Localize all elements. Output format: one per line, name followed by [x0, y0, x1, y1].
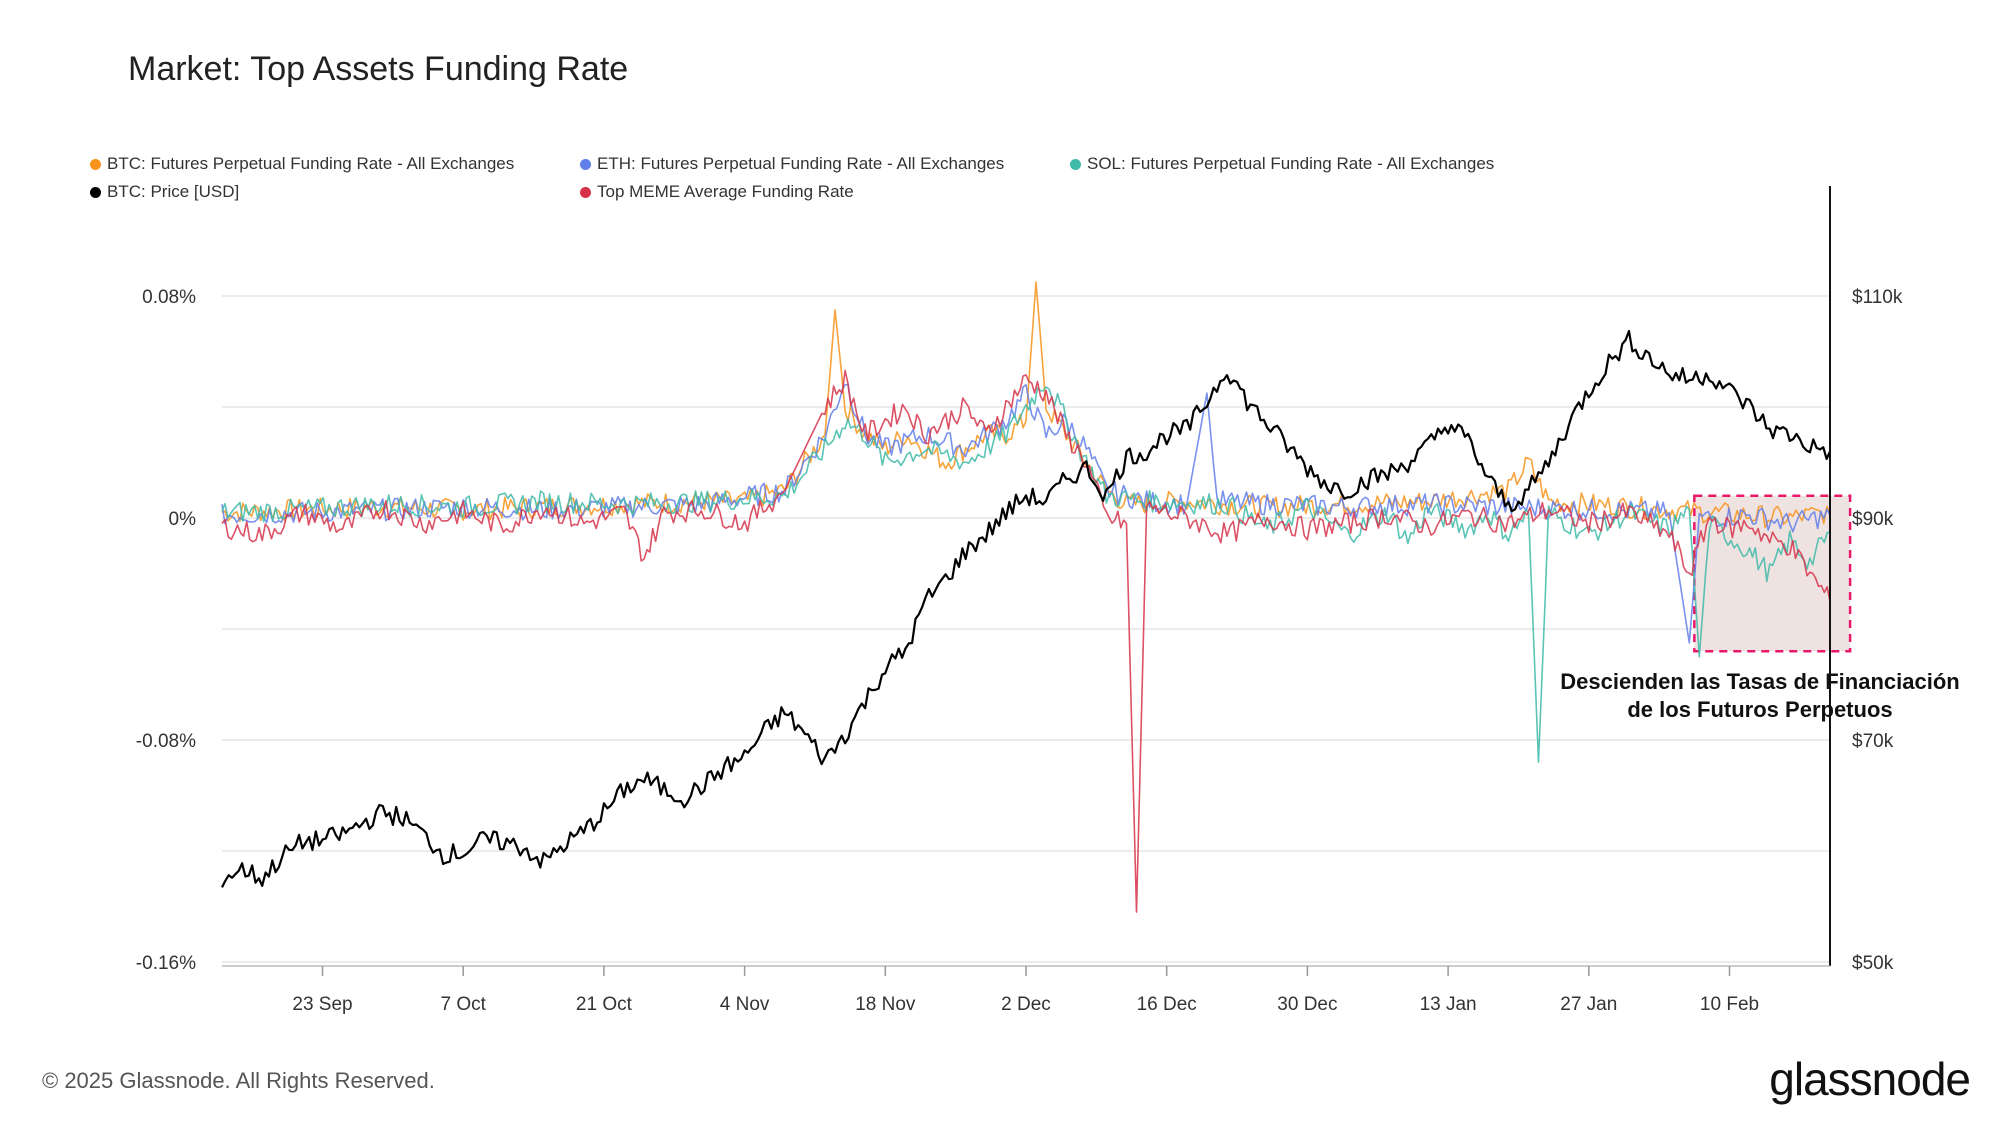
x-tick-label: 30 Dec	[1277, 994, 1337, 1015]
right-axis: $110k $90k $70k $50k	[1852, 287, 1903, 974]
legend-label: SOL: Futures Perpetual Funding Rate - Al…	[1087, 154, 1495, 173]
glassnode-logo: glassnode	[1769, 1053, 1971, 1105]
annotation: Descienden las Tasas de Financiación de …	[1500, 668, 2000, 724]
right-tick-label: $90k	[1852, 509, 1894, 530]
annotation-line-1: Descienden las Tasas de Financiación	[1560, 669, 1960, 694]
x-tick-label: 27 Jan	[1560, 994, 1617, 1015]
legend-item-eth-funding[interactable]: ETH: Futures Perpetual Funding Rate - Al…	[580, 154, 1004, 174]
legend-item-meme-funding[interactable]: Top MEME Average Funding Rate	[580, 182, 854, 202]
legend-label: ETH: Futures Perpetual Funding Rate - Al…	[597, 154, 1005, 173]
legend-dot-icon	[580, 158, 591, 170]
x-tick-label: 16 Dec	[1137, 994, 1197, 1015]
legend-dot-icon	[90, 158, 101, 170]
legend-label: BTC: Futures Perpetual Funding Rate - Al…	[107, 154, 515, 173]
x-tick-label: 21 Oct	[576, 994, 633, 1015]
left-tick-label: 0.08%	[142, 287, 196, 308]
right-tick-label: $110k	[1852, 287, 1903, 308]
right-tick-label: $70k	[1852, 731, 1894, 752]
x-tick-label: 2 Dec	[1001, 994, 1051, 1015]
legend-label: BTC: Price [USD]	[107, 182, 240, 201]
x-tick-label: 13 Jan	[1420, 994, 1477, 1015]
series-group	[221, 281, 1832, 913]
legend-item-sol-funding[interactable]: SOL: Futures Perpetual Funding Rate - Al…	[1070, 154, 1494, 174]
grid-lines	[222, 295, 1830, 963]
right-tick-label: $50k	[1852, 953, 1894, 974]
legend-item-btc-price[interactable]: BTC: Price [USD]	[90, 182, 239, 202]
chart-title: Market: Top Assets Funding Rate	[128, 50, 629, 88]
x-axis: 23 Sep 7 Oct 21 Oct 4 Nov 18 Nov 2 Dec 16 Dec 3…	[222, 965, 1830, 1015]
x-tick-label: 18 Nov	[855, 994, 916, 1015]
left-tick-label: 0%	[169, 509, 197, 530]
legend-dot-icon	[580, 186, 591, 198]
x-tick-label: 4 Nov	[720, 994, 770, 1015]
x-tick-label: 23 Sep	[292, 994, 352, 1015]
left-tick-label: -0.08%	[136, 731, 196, 752]
series-line-sol-futures-perpetual-funding-rate-all-exchanges	[221, 386, 1831, 763]
x-tick-label: 7 Oct	[440, 994, 486, 1015]
annotation-line-2: de los Futuros Perpetuos	[1627, 697, 1893, 722]
legend-label: Top MEME Average Funding Rate	[597, 182, 854, 201]
series-line-eth-futures-perpetual-funding-rate-all-exchanges	[221, 383, 1831, 644]
legend-dot-icon	[90, 186, 101, 198]
series-line-btc-price-usd	[221, 329, 1832, 888]
left-tick-label: -0.16%	[136, 953, 196, 974]
left-axis: 0.08% 0% -0.08% -0.16%	[136, 287, 196, 974]
series-line-top-meme-average-funding-rate	[221, 369, 1831, 913]
copyright: © 2025 Glassnode. All Rights Reserved.	[42, 1068, 435, 1093]
x-tick-label: 10 Feb	[1700, 994, 1759, 1015]
legend-dot-icon	[1070, 158, 1081, 170]
legend-item-btc-funding[interactable]: BTC: Futures Perpetual Funding Rate - Al…	[90, 154, 514, 174]
